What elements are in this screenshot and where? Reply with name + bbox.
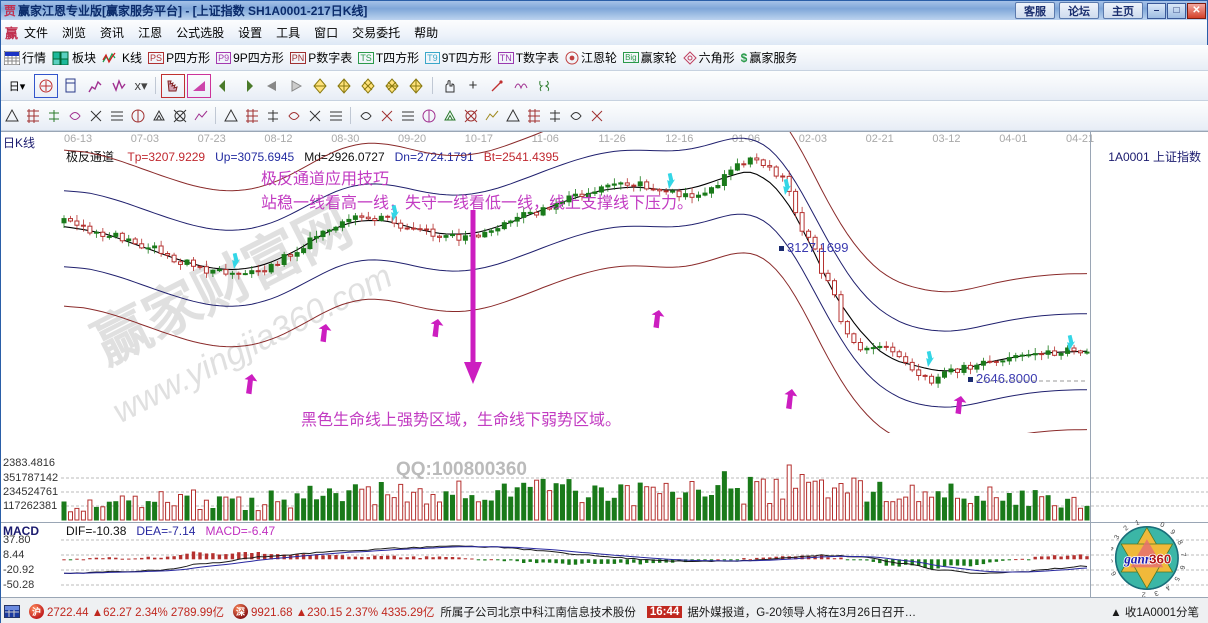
svg-text:黑色生命线上强势区域，生命线下弱势区域。: 黑色生命线上强势区域，生命线下弱势区域。 <box>301 411 621 429</box>
svg-text:-50.28: -50.28 <box>3 579 34 591</box>
svg-text:9: 9 <box>1169 529 1177 537</box>
svg-text:gann: gann <box>1123 551 1152 566</box>
svg-text:4: 4 <box>1111 546 1116 551</box>
svg-text:0: 0 <box>1159 521 1165 529</box>
svg-text:6: 6 <box>1111 570 1118 577</box>
svg-text:QQ:100800360: QQ:100800360 <box>396 459 527 480</box>
svg-text:351787142: 351787142 <box>3 472 58 484</box>
svg-text:3127.1699: 3127.1699 <box>787 240 848 255</box>
svg-text:极反通道应用技巧: 极反通道应用技巧 <box>261 169 389 188</box>
svg-text:6: 6 <box>1178 565 1186 570</box>
svg-text:2: 2 <box>1122 525 1130 533</box>
svg-text:37.80: 37.80 <box>3 534 31 546</box>
svg-text:4: 4 <box>1164 584 1172 592</box>
svg-text:1: 1 <box>1135 519 1141 527</box>
svg-text:2383.4816: 2383.4816 <box>3 457 55 469</box>
svg-text:360: 360 <box>1149 551 1171 566</box>
svg-text:5: 5 <box>1172 575 1180 582</box>
svg-text:7: 7 <box>1179 552 1187 557</box>
svg-text:3: 3 <box>1113 534 1121 541</box>
svg-text:8.44: 8.44 <box>3 549 24 561</box>
svg-text:234524761: 234524761 <box>3 486 58 498</box>
svg-text:-20.92: -20.92 <box>3 564 34 576</box>
svg-text:站稳一线看高一线，失守一线看低一线，线上支撑线下压力。: 站稳一线看高一线，失守一线看低一线，线上支撑线下压力。 <box>261 194 693 212</box>
svg-text:8: 8 <box>1175 539 1183 546</box>
svg-text:117262381: 117262381 <box>3 500 57 512</box>
svg-text:2646.8000: 2646.8000 <box>976 371 1037 386</box>
svg-text:2: 2 <box>1142 590 1146 597</box>
svg-text:3: 3 <box>1153 589 1159 597</box>
svg-text:5: 5 <box>1111 559 1115 564</box>
